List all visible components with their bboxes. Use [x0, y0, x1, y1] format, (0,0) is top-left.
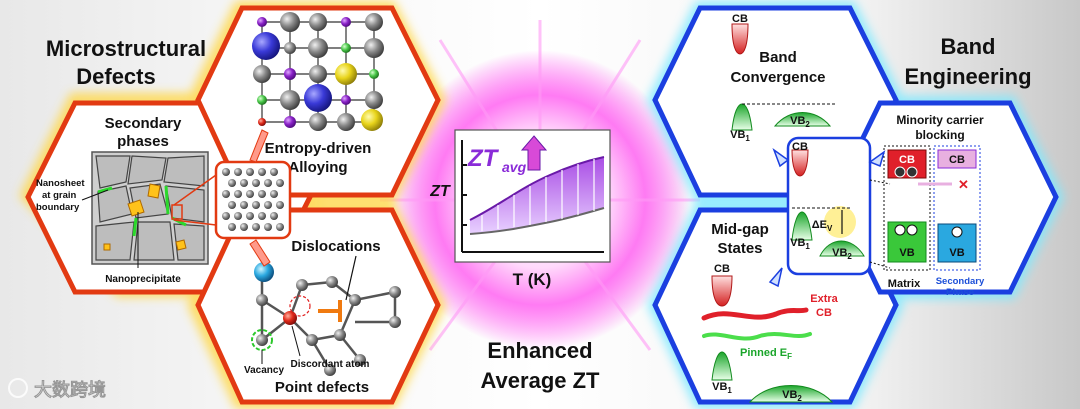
- zt-enhanced-area: [470, 157, 604, 234]
- vacancy-label: Vacancy: [244, 365, 284, 376]
- matrix-cb-label: CB: [899, 154, 915, 166]
- secondary-phase-line-1: Secondary: [936, 276, 985, 287]
- secondary-cb-label: CB: [949, 154, 965, 166]
- extra-cb-band: [701, 307, 809, 321]
- extra-cb-line-2: CB: [816, 307, 832, 319]
- band-zoom-box: CB ΔEV VB1 VB2: [768, 136, 891, 288]
- right-heading-line-2: Engineering: [904, 64, 1031, 89]
- bc-cb-label: CB: [732, 13, 748, 25]
- alloy-atoms: [252, 12, 384, 131]
- entropy-line-2: Alloying: [288, 159, 347, 176]
- zt-chart-axes: [461, 140, 604, 253]
- bc-title-line-2: Convergence: [730, 69, 825, 86]
- delta-glow: [824, 206, 856, 238]
- minority-title-line-2: blocking: [915, 128, 964, 142]
- nanoprecipitate-label: Nanoprecipitate: [105, 274, 181, 285]
- zt-avg-label: ZT avg: [467, 135, 548, 175]
- left-heading-line-2: Defects: [76, 64, 155, 89]
- zoom-vb2-label: VB2: [832, 247, 852, 261]
- cb-valley-top: [731, 23, 749, 55]
- zoom-vb1-label: VB1: [790, 237, 810, 251]
- center-title-line-2: Average ZT: [480, 368, 600, 393]
- hole-icon-2: [906, 224, 918, 236]
- connector-bottom: [869, 261, 891, 269]
- dislocations-label: Dislocations: [291, 238, 380, 255]
- midgap-cb-label: CB: [714, 263, 730, 275]
- watermark-text: 大数跨境: [34, 379, 106, 400]
- zoom-lattice: [171, 129, 292, 267]
- watermark: 大数跨境: [8, 378, 106, 400]
- midgap-vb2-peak: [748, 385, 834, 403]
- bc-title-line-1: Band: [759, 49, 797, 66]
- bc-vb1-label: VB1: [730, 129, 750, 143]
- midgap-title-line-1: Mid-gap: [711, 221, 769, 238]
- matrix-vb-label: VB: [899, 247, 914, 259]
- zt-x-label: T (K): [513, 270, 552, 289]
- delta-ev-label: ΔEV: [812, 219, 833, 233]
- nanosheet-line-3: boundary: [36, 202, 80, 213]
- zt-baseline-curve: [469, 207, 605, 235]
- midgap-vb1-label: VB1: [712, 381, 732, 395]
- entropy-line-1: Entropy-driven: [265, 140, 372, 157]
- midgap-vb2-label: VB2: [782, 389, 802, 403]
- zt-y-label: ZT: [429, 183, 451, 200]
- zoom-vb1-peak: [791, 211, 813, 241]
- discordant-pointer: [291, 325, 301, 357]
- vb2-peak: [773, 112, 832, 127]
- defect-atoms: [254, 262, 401, 376]
- nanosheet-label: Nanosheet at grain boundary: [36, 178, 109, 213]
- discordant-label: Discordant atom: [291, 359, 370, 370]
- midgap-cb-valley: [711, 275, 733, 307]
- nanosheet-line-2: at grain: [42, 190, 77, 201]
- zt-up-arrows: [481, 159, 595, 231]
- matrix-label: Matrix: [888, 278, 921, 290]
- secondary-phase-line-2: Phase: [946, 287, 974, 298]
- connector-top: [869, 179, 891, 185]
- zoom-cb-valley: [791, 149, 809, 177]
- arrow-to-midgap-icon: [768, 267, 783, 288]
- pinned-ef-label: Pinned EF: [740, 347, 792, 361]
- zt-enhanced-curve: [469, 156, 605, 221]
- matrix-cb-box: [887, 149, 927, 179]
- zoom-vb2-peak: [819, 240, 865, 257]
- point-defects-hex: Dislocations: [195, 207, 441, 405]
- secondary-phases-title-1: Secondary: [105, 115, 182, 132]
- secondary-phase-box: [933, 145, 981, 271]
- secondary-vb-label: VB: [949, 247, 964, 259]
- dislocation-marker: [318, 255, 357, 322]
- midgap-vb1-peak: [711, 351, 733, 381]
- interstitial-marker: [289, 295, 311, 317]
- zt-up-arrow-icon: [520, 135, 548, 171]
- matrix-box: [883, 145, 931, 271]
- zoom-cb-label: CB: [792, 141, 808, 153]
- left-heading-line-1: Microstructural: [46, 36, 206, 61]
- hole-icon-1: [894, 224, 906, 236]
- zt-avg-sub: avg: [502, 159, 527, 175]
- point-defects-label: Point defects: [275, 379, 369, 396]
- right-heading-line-1: Band: [941, 34, 996, 59]
- zt-avg-text: ZT: [467, 145, 500, 172]
- electron-icon-2: [906, 166, 918, 178]
- watermark-logo-icon: [8, 378, 28, 398]
- hole-icon-3: [951, 226, 963, 238]
- electron-icon-1: [894, 166, 906, 178]
- secondary-cb-box: [937, 149, 977, 169]
- grain-structure: [91, 151, 209, 265]
- minority-blocking-hex: Minority carrier blocking CB CB ✕ VB VB …: [831, 100, 1059, 298]
- secondary-phases-title-2: phases: [117, 133, 169, 150]
- blocked-x-icon: ✕: [958, 177, 969, 192]
- bc-vb2-label: VB2: [790, 115, 810, 129]
- center-chart: ZT avg: [454, 129, 611, 263]
- arrow-to-convergence-icon: [772, 147, 790, 168]
- extra-cb-line-1: Extra: [810, 293, 838, 305]
- arrow-to-minority-icon: [868, 150, 886, 168]
- pinned-ef-band: [702, 332, 812, 341]
- minority-title-line-1: Minority carrier: [896, 113, 984, 127]
- midgap-title-line-2: States: [717, 240, 762, 257]
- center-title-line-1: Enhanced: [487, 338, 592, 363]
- nanosheet-line-1: Nanosheet: [36, 178, 85, 189]
